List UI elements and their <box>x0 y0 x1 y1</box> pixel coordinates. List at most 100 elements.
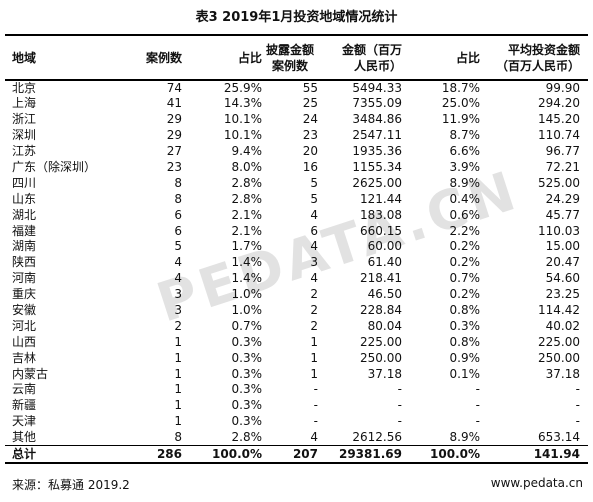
cell: 0.4% <box>449 191 481 206</box>
cell: 1.4% <box>231 271 263 286</box>
cell: 72.21 <box>545 160 580 174</box>
cell: 14.3% <box>223 96 262 111</box>
cell: 2612.56 <box>352 429 402 444</box>
cell: 23 <box>302 128 318 143</box>
table-row: 深圳 29 10.1% 23 2547.11 8.7% 110.74 <box>5 128 588 144</box>
cell: 20 <box>302 144 318 159</box>
cell: 24 <box>302 112 318 127</box>
cell: 天津 <box>12 414 37 429</box>
cell: 四川 <box>12 175 37 190</box>
header-line: 占比 <box>237 50 262 65</box>
cell: 294.20 <box>538 96 580 111</box>
cell: 4 <box>310 207 318 222</box>
cell: 110.74 <box>538 128 580 143</box>
cell: 3 <box>174 287 182 302</box>
cell: 2.1% <box>231 223 263 238</box>
cell: 207 <box>262 445 330 465</box>
cell: 25.0% <box>441 96 480 111</box>
cell: 湖南 <box>12 239 37 254</box>
cell: 16 <box>302 160 318 174</box>
header-cell: 披露金额 案例数 <box>262 34 330 81</box>
cell: 1 <box>310 366 318 381</box>
cell: 2.2% <box>449 223 481 238</box>
data-table: 地域 案例数 占比 披露金额 案例数 金额（百万 人民币） 占比 平均投资金额 （百万人民币） 北… <box>5 34 588 465</box>
cell: 18.7% <box>441 81 480 95</box>
header-line: 案例数 <box>145 50 182 65</box>
cell: 0.3% <box>231 334 263 349</box>
cell: 4 <box>310 429 318 444</box>
cell: 0.3% <box>231 414 263 429</box>
cell: 4 <box>310 239 318 254</box>
cell: 湖北 <box>12 207 37 222</box>
cell: 江苏 <box>12 144 37 159</box>
cell: 2 <box>310 303 318 318</box>
header-line: 披露金额 <box>265 42 314 57</box>
cell: 0.2% <box>449 239 481 254</box>
cell: 24.29 <box>545 191 580 206</box>
cell: 9.4% <box>231 144 263 159</box>
cell: 660.15 <box>360 223 402 238</box>
cell: 74 <box>166 81 182 95</box>
cell: 1 <box>174 334 182 349</box>
cell: 10.1% <box>223 112 262 127</box>
cell: 总计 <box>5 445 110 465</box>
cell: 60.00 <box>367 239 402 254</box>
cell: 8 <box>174 175 182 190</box>
cell: 4 <box>174 255 182 270</box>
cell: 北京 <box>12 81 37 95</box>
cell: 225.00 <box>360 334 402 349</box>
cell: 8 <box>174 191 182 206</box>
header-line: 占比 <box>455 50 480 65</box>
cell: - <box>575 414 580 429</box>
header-cell: 地域 <box>5 34 110 81</box>
table-row: 四川 8 2.8% 5 2625.00 8.9% 525.00 <box>5 175 588 191</box>
cell: 5494.33 <box>352 81 402 95</box>
table-row: 江苏 27 9.4% 20 1935.36 6.6% 96.77 <box>5 144 588 160</box>
cell: 8 <box>174 429 182 444</box>
cell: 25 <box>302 96 318 111</box>
cell: 其他 <box>12 429 37 444</box>
cell: 0.2% <box>449 287 481 302</box>
cell: 1 <box>174 350 182 365</box>
cell: 0.3% <box>231 366 263 381</box>
cell: 61.40 <box>367 255 402 270</box>
cell: 8.9% <box>449 175 481 190</box>
cell: 23.25 <box>545 287 580 302</box>
cell: 重庆 <box>12 287 37 302</box>
cell: 250.00 <box>538 350 580 365</box>
cell: 新疆 <box>12 398 37 413</box>
cell: 0.3% <box>231 398 263 413</box>
cell: 3484.86 <box>352 112 402 127</box>
cell: 浙江 <box>12 112 37 127</box>
cell: 218.41 <box>360 271 402 286</box>
header-line: （百万人民币） <box>495 58 580 73</box>
cell: 10.1% <box>223 128 262 143</box>
cell: 0.2% <box>449 255 481 270</box>
table-row: 福建 6 2.1% 6 660.15 2.2% 110.03 <box>5 223 588 239</box>
cell: 20.47 <box>545 255 580 270</box>
cell: 5 <box>310 191 318 206</box>
cell: 陕西 <box>12 255 37 270</box>
cell: 100.0% <box>402 445 480 465</box>
cell: 内蒙古 <box>12 366 49 381</box>
cell: 29381.69 <box>330 445 402 465</box>
cell: 7355.09 <box>352 96 402 111</box>
table-row: 吉林 1 0.3% 1 250.00 0.9% 250.00 <box>5 350 588 366</box>
cell: 2.8% <box>231 429 263 444</box>
table-row: 云南 1 0.3% - - - - <box>5 382 588 398</box>
cell: 山西 <box>12 334 37 349</box>
cell: - <box>397 398 402 413</box>
cell: 1.7% <box>231 239 263 254</box>
cell: 45.77 <box>545 207 580 222</box>
cell: 0.3% <box>449 318 481 333</box>
cell: 0.7% <box>231 318 263 333</box>
cell: 0.6% <box>449 207 481 222</box>
header-line: 案例数 <box>271 58 308 73</box>
cell: 2.1% <box>231 207 263 222</box>
table-title: 表3 2019年1月投资地域情况统计 <box>195 10 398 25</box>
cell: 6 <box>174 223 182 238</box>
cell: 2547.11 <box>352 128 402 143</box>
table-row: 山东 8 2.8% 5 121.44 0.4% 24.29 <box>5 191 588 207</box>
table-row: 湖南 5 1.7% 4 60.00 0.2% 15.00 <box>5 239 588 255</box>
header-cell: 金额（百万 人民币） <box>330 34 402 81</box>
